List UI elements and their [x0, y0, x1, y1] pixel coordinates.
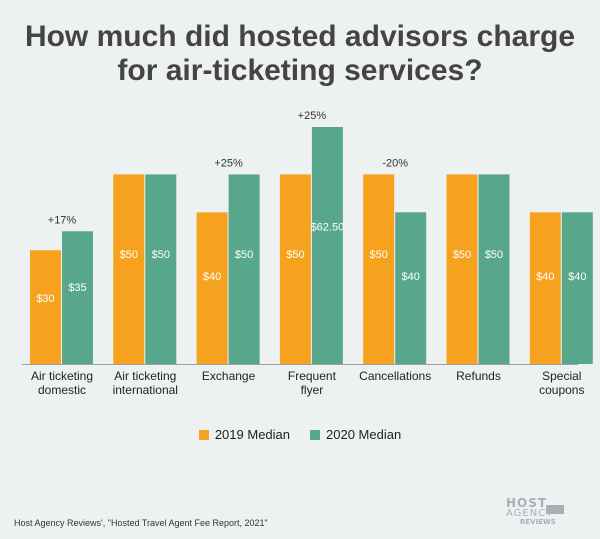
bar-2019-0	[30, 250, 61, 364]
bar-2020-4	[395, 212, 427, 364]
chart-title: How much did hosted advisors charge for …	[0, 20, 600, 88]
change-label-4: -20%	[382, 157, 408, 169]
change-label-2: +25%	[214, 157, 243, 169]
logo-mark	[546, 505, 564, 514]
bar-2019-6	[529, 212, 561, 364]
data-label-2020-5: $50	[485, 249, 503, 261]
category-label-0-0: Air ticketing	[31, 369, 93, 383]
category-label-3-0: Frequent	[288, 369, 337, 383]
change-label-3: +25%	[298, 110, 327, 122]
data-label-2019-2: $40	[203, 271, 221, 283]
chart-title-line1: How much did hosted advisors charge	[24, 20, 576, 53]
host-agency-reviews-logo: HOST AGENCY REVIEWS	[506, 497, 568, 527]
bar-2019-1	[113, 174, 145, 364]
source-note: Host Agency Reviews', "Hosted Travel Age…	[14, 518, 268, 528]
data-label-2019-3: $50	[286, 249, 304, 261]
logo-line2: AGENCY	[506, 508, 554, 519]
category-label-0-1: domestic	[38, 383, 86, 397]
bar-2019-5	[446, 174, 478, 364]
bar-2020-2	[228, 174, 260, 364]
legend-label-2019: 2019 Median	[214, 427, 290, 442]
category-label-3-1: flyer	[301, 383, 324, 397]
data-label-2019-6: $40	[536, 271, 554, 283]
data-label-2019-5: $50	[453, 249, 471, 261]
legend-swatch-2019	[198, 429, 209, 440]
legend-label-2020: 2020 Median	[326, 427, 402, 442]
data-label-2020-6: $40	[568, 271, 586, 283]
data-label-2020-1: $50	[152, 249, 170, 261]
data-label-2020-4: $40	[402, 271, 420, 283]
category-label-6-1: coupons	[539, 383, 584, 397]
category-label-1-1: international	[113, 383, 178, 397]
logo-line3: REVIEWS	[520, 518, 556, 526]
bar-2019-3	[279, 174, 311, 364]
legend-item-2020: 2020 Median	[310, 427, 401, 442]
category-label-2-0: Exchange	[202, 369, 256, 383]
logo-line1: HOST	[506, 496, 548, 510]
bar-2020-0	[62, 231, 93, 364]
category-label-1-0: Air ticketing	[114, 369, 176, 383]
legend-item-2019: 2019 Median	[198, 427, 290, 442]
data-label-2020-3: $62.50	[311, 222, 345, 234]
category-label-4-0: Cancellations	[359, 369, 431, 383]
category-label-6-0: Special	[542, 369, 581, 383]
bar-2020-1	[145, 174, 177, 364]
data-label-2019-4: $50	[370, 249, 388, 261]
chart-title-line2: for air-ticketing services?	[117, 54, 483, 87]
bar-2019-4	[363, 174, 395, 364]
bar-2020-3	[311, 127, 343, 364]
change-label-0: +17%	[48, 214, 77, 226]
bar-2019-2	[196, 212, 228, 364]
category-label-5-0: Refunds	[456, 369, 501, 383]
legend: 2019 Median 2020 Median	[0, 427, 600, 442]
bar-2020-6	[561, 212, 593, 364]
data-label-2020-0: $35	[68, 282, 86, 294]
bar-2020-5	[478, 174, 510, 364]
legend-swatch-2020	[310, 429, 320, 440]
data-label-2020-2: $50	[235, 249, 253, 261]
data-label-2019-0: $30	[36, 293, 54, 305]
data-label-2019-1: $50	[120, 249, 138, 261]
